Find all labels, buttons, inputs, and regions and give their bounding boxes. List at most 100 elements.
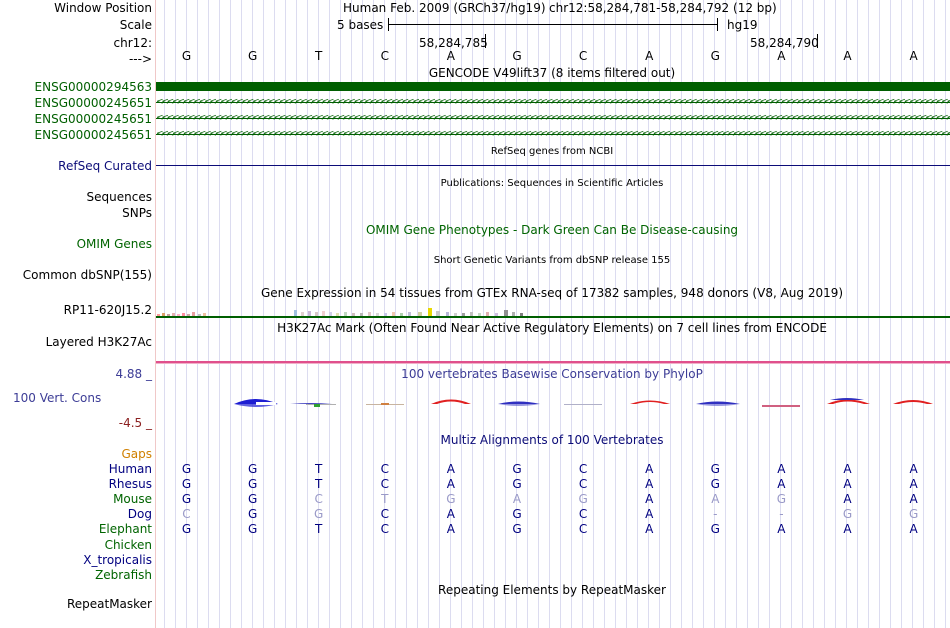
grid-line [252,0,253,628]
alignment-base: A [843,522,852,537]
gtex-baseline [156,316,950,318]
grid-line [725,0,726,628]
cons-label[interactable]: 100 Vert. Cons [13,391,102,405]
dbsnp-label[interactable]: Common dbSNP(155) [22,268,152,282]
reference-base: G [710,49,720,63]
alignment-base: G [181,522,192,537]
species-label[interactable]: Human [108,462,152,476]
snps-label[interactable]: SNPs [122,206,152,220]
multiz-title: Multiz Alignments of 100 Vertebrates [440,433,664,447]
refseq-line[interactable] [156,165,950,166]
omim-title: OMIM Gene Phenotypes - Dark Green Can Be… [365,223,739,237]
alignment-base: A [843,477,852,492]
gtex-label[interactable]: RP11-620J15.2 [63,303,152,317]
grid-line [186,0,187,628]
gtex-bar-graphic [157,308,523,316]
grid-line [681,0,682,628]
grid-line [890,0,891,628]
alignment-base: G [181,492,192,507]
grid-line [340,0,341,628]
gene-strand-3[interactable]: <<<<<<<<<<<<<<<<<<<<<<<<<<<<<<<<<<<<<<<<… [156,130,950,139]
grid-line [593,0,594,628]
grid-line [538,0,539,628]
alignment-base: - [713,507,718,522]
alignment-base: A [777,522,786,537]
alignment-base: C [314,492,323,507]
omim-label[interactable]: OMIM Genes [76,237,152,251]
gene-label-4[interactable]: ENSG00000245651 [34,128,152,142]
alignment-base: A [777,477,786,492]
gene-block-ENSG00000294563[interactable] [156,82,950,91]
grid-line [780,0,781,628]
track-area[interactable]: Human Feb. 2009 (GRCh37/hg19) chr12:58,2… [156,0,950,628]
phylop-graph[interactable] [156,392,950,416]
scale-bar [388,24,718,25]
h3k27ac-baseline-shade [156,363,950,364]
grid-line [736,0,737,628]
grid-line [274,0,275,628]
alignment-base: A [777,462,786,476]
strand-chevrons-1: <<<<<<<<<<<<<<<<<<<<<<<<<<<<<<<<<<<<<<<<… [156,98,950,107]
alignment-base: A [843,492,852,507]
alignment-base: A [645,507,654,522]
gene-strand-1[interactable]: <<<<<<<<<<<<<<<<<<<<<<<<<<<<<<<<<<<<<<<<… [156,98,950,107]
alignment-base: T [315,477,323,492]
grid-line [571,0,572,628]
gaps-label[interactable]: Gaps [121,447,152,461]
species-label[interactable]: Chicken [104,537,152,552]
grid-line [648,0,649,628]
alignment-base: G [512,507,522,522]
h3k27ac-label[interactable]: Layered H3K27Ac [45,335,152,349]
gtex-bars[interactable] [156,304,536,316]
dbsnp-title: Short Genetic Variants from dbSNP releas… [433,255,671,266]
alignment-base: A [446,462,455,476]
species-label[interactable]: Mouse [113,492,152,507]
species-label[interactable]: Elephant [98,522,152,537]
species-label[interactable]: Zebrafish [95,567,152,582]
grid-line [373,0,374,628]
grid-line [494,0,495,628]
alignment-base: T [315,462,323,476]
alignment-base: C [578,462,588,476]
reference-base: G [512,49,522,63]
gtex-title: Gene Expression in 54 tissues from GTEx … [260,286,844,300]
repeatmasker-label[interactable]: RepeatMasker [66,597,152,611]
alignment-base: G [247,492,258,507]
gene-label-1[interactable]: ENSG00000294563 [34,80,152,94]
alignment-base: G [247,522,258,537]
gene-strand-2[interactable]: <<<<<<<<<<<<<<<<<<<<<<<<<<<<<<<<<<<<<<<<… [156,114,950,123]
grid-line [912,0,913,628]
alignment-base: G [512,477,522,492]
grid-line [208,0,209,628]
gene-label-3[interactable]: ENSG00000245651 [34,112,152,126]
scale-bar-left-tick [388,18,389,31]
refseq-title: RefSeq genes from NCBI [490,146,614,157]
grid-line [483,0,484,628]
grid-line [461,0,462,628]
reference-base: G [247,49,258,63]
h3k27ac-baseline[interactable] [156,361,950,363]
refseq-label[interactable]: RefSeq Curated [58,159,152,173]
reference-base: C [578,49,588,63]
alignment-base: A [909,477,918,492]
grid-line [692,0,693,628]
species-label[interactable]: X_tropicalis [83,552,152,567]
alignment-base: G [776,492,787,507]
reference-base: A [843,49,852,63]
grid-line [714,0,715,628]
assembly-text: Human Feb. 2009 (GRCh37/hg19) [343,1,546,15]
sequences-label[interactable]: Sequences [86,190,152,204]
grid-line [549,0,550,628]
coord-1: 58,284,785 [419,36,488,50]
publications-title: Publications: Sequences in Scientific Ar… [440,178,664,189]
species-label[interactable]: Rhesus [108,477,152,492]
alignment-base: A [711,492,720,507]
scale-label: Scale [119,18,152,32]
grid-line [604,0,605,628]
grid-line [923,0,924,628]
window-position-label: Window Position [54,1,152,15]
gene-label-2[interactable]: ENSG00000245651 [34,96,152,110]
species-label[interactable]: Dog [127,507,152,522]
